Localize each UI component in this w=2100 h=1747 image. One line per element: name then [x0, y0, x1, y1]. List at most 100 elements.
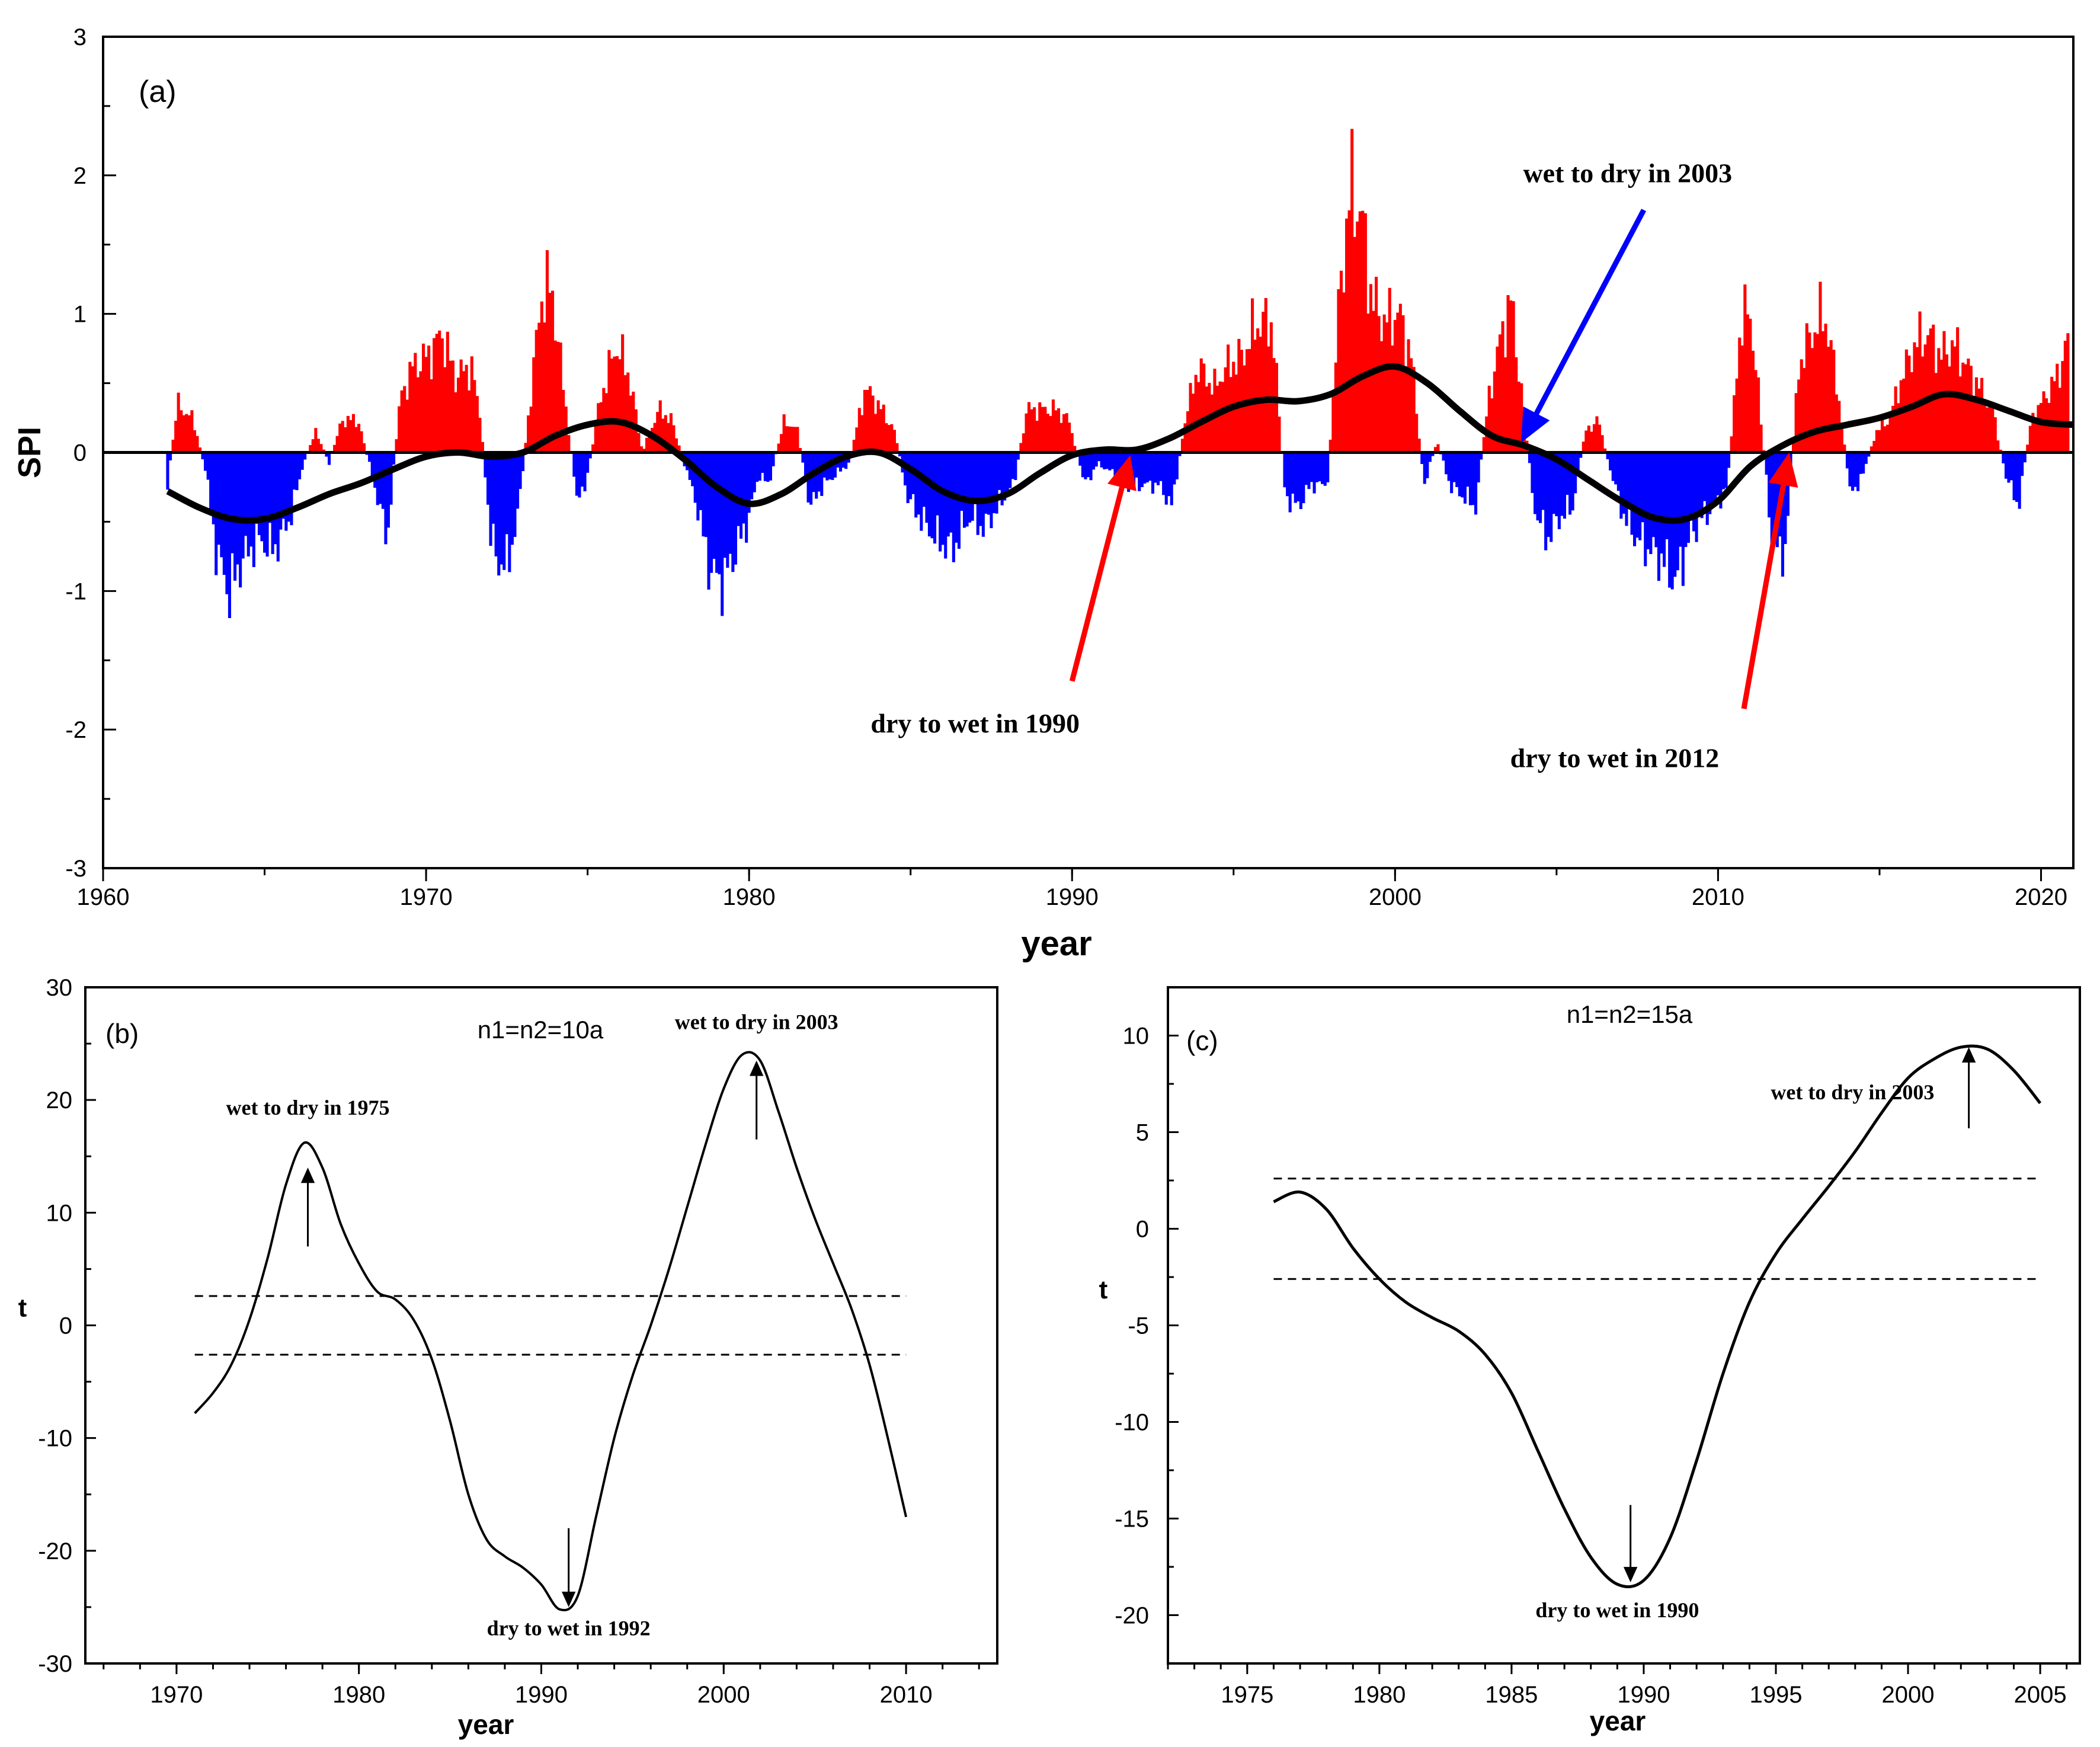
spi-bar-wet	[1073, 446, 1077, 453]
spi-bar-dry	[936, 452, 939, 516]
panel-a-y-axis-title: SPI	[12, 427, 47, 478]
spi-bar-wet	[567, 435, 571, 453]
spi-bar-dry	[1619, 452, 1623, 519]
annotation-text: wet to dry in 2003	[1523, 158, 1732, 188]
spi-bar-wet	[1482, 437, 1486, 453]
spi-bar-wet	[1816, 334, 1819, 453]
annotation-arrow-head	[1623, 1567, 1638, 1583]
spi-bar-wet	[1743, 284, 1747, 453]
spi-bar-dry	[917, 452, 920, 515]
spi-bar-wet	[309, 445, 312, 453]
spi-bar-dry	[1689, 452, 1693, 521]
spi-bar-dry	[247, 452, 250, 556]
annotation-arrow-head	[561, 1591, 576, 1607]
spi-bar-wet	[656, 412, 660, 453]
spi-bar-dry	[384, 452, 388, 545]
spi-bar-dry	[1716, 452, 1720, 495]
spi-bar-wet	[481, 441, 484, 453]
spi-bar-wet	[1759, 424, 1763, 453]
spi-bar-dry	[941, 452, 945, 545]
spi-bar-dry	[1563, 452, 1566, 519]
spi-bar-dry	[1143, 452, 1147, 484]
spi-bar-wet	[1361, 210, 1365, 453]
spi-bar-dry	[1765, 452, 1768, 475]
spi-bar-dry	[2004, 452, 2008, 479]
panel-b-mk-test-10a: -30 -20 -10 0 10 20 30 1970 1980 1990 2000 2010 (b)…	[18, 975, 998, 1740]
spi-bar-dry	[1323, 452, 1327, 486]
spi-bar-wet	[1070, 433, 1074, 453]
spi-bar-wet	[1902, 378, 1906, 453]
spi-bar-wet	[1436, 444, 1440, 453]
spi-bar-wet	[449, 360, 452, 453]
spi-bar-dry	[581, 452, 584, 487]
spi-bar-dry	[1638, 452, 1642, 540]
spi-bar-wet	[1046, 414, 1049, 453]
spi-bar-wet	[871, 395, 875, 453]
spi-bar-wet	[1907, 356, 1911, 453]
spi-bar-dry	[2002, 452, 2005, 463]
annotation-arrow-shaft	[1741, 481, 1787, 709]
spi-bar-dry	[572, 452, 576, 477]
spi-bar-wet	[1504, 357, 1507, 453]
spi-bar-dry	[212, 452, 215, 524]
spi-bar-wet	[470, 356, 473, 453]
spi-bar-dry	[1528, 452, 1531, 463]
spi-bar-wet	[1520, 383, 1523, 453]
spi-bar-dry	[1463, 452, 1467, 504]
spi-bar-dry	[833, 452, 837, 478]
spi-bar-dry	[742, 452, 745, 524]
spi-bar-dry	[1550, 452, 1553, 542]
spi-bar-dry	[766, 452, 770, 482]
spi-bar-wet	[1738, 337, 1742, 453]
spi-bar-dry	[1315, 452, 1319, 482]
spi-bar-dry	[1138, 452, 1141, 491]
spi-bar-wet	[1843, 444, 1846, 453]
spi-bar-wet	[1929, 328, 1932, 453]
spi-bar-wet	[677, 445, 681, 453]
spi-bar-dry	[1622, 452, 1625, 514]
spi-bar-wet	[1396, 312, 1400, 453]
spi-bar-wet	[1189, 383, 1192, 453]
spi-bar-wet	[1251, 298, 1254, 453]
spi-bar-wet	[1234, 375, 1238, 453]
spi-bar-wet	[1986, 407, 1989, 453]
spi-bar-dry	[1011, 452, 1014, 479]
spi-bar-wet	[1385, 322, 1389, 453]
spi-bar-wet	[618, 359, 622, 453]
panel-c-frame	[1167, 986, 2081, 1665]
spi-bar-wet	[777, 443, 780, 453]
spi-bar-wet	[333, 444, 337, 453]
spi-bar-dry	[1703, 452, 1707, 501]
spi-bar-dry	[1326, 452, 1330, 482]
x-tick-label: 1970	[150, 1682, 203, 1708]
spi-bar-wet	[190, 410, 194, 453]
annotation-text: dry to wet in 1990	[1535, 1598, 1699, 1622]
spi-bar-dry	[236, 452, 239, 565]
spi-bar-wet	[674, 438, 678, 453]
spi-bar-dry	[1646, 452, 1650, 549]
spi-bar-dry	[712, 452, 716, 559]
spi-bar-dry	[995, 452, 998, 514]
spi-bar-wet	[1366, 313, 1370, 453]
spi-bar-wet	[1824, 324, 1827, 453]
spi-bar-wet	[475, 396, 479, 453]
spi-bar-wet	[1025, 413, 1028, 453]
spi-bar-dry	[1162, 452, 1166, 495]
spi-bar-wet	[193, 430, 196, 453]
spi-bar-wet	[793, 427, 796, 453]
spi-bar-wet	[1991, 408, 1995, 453]
spi-bar-wet	[1910, 372, 1913, 453]
x-tick-label: 1960	[77, 884, 130, 910]
spi-bar-wet	[1038, 402, 1042, 453]
spi-bar-wet	[414, 353, 417, 453]
spi-bar-dry	[976, 452, 979, 535]
spi-bar-dry	[1312, 452, 1316, 494]
spi-bar-wet	[798, 448, 802, 453]
spi-bar-dry	[257, 452, 261, 535]
x-tick-label: 1995	[1750, 1682, 1803, 1708]
spi-bar-wet	[1393, 319, 1397, 453]
panel-b-x-axis-title: year	[458, 1709, 514, 1740]
panel-b-t-curve	[194, 1051, 908, 1612]
spi-bar-dry	[1468, 452, 1472, 505]
spi-bar-wet	[543, 322, 546, 453]
